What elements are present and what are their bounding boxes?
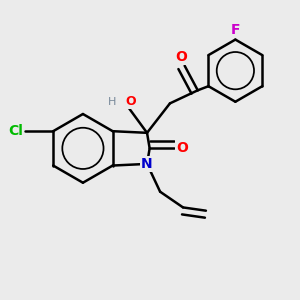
Text: F: F: [231, 23, 240, 37]
Text: Cl: Cl: [8, 124, 23, 137]
Text: O: O: [126, 95, 136, 108]
Text: O: O: [176, 141, 188, 155]
Text: O: O: [176, 50, 187, 64]
Text: N: N: [141, 157, 153, 171]
Text: H: H: [108, 97, 117, 107]
